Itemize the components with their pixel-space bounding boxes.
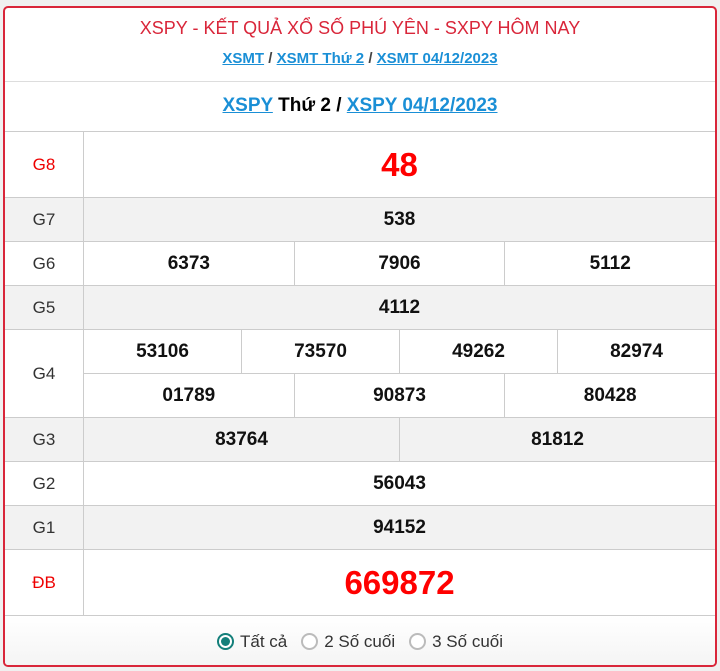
prize-number: 4112 bbox=[378, 296, 421, 318]
prize-row-g1: G1 94152 bbox=[5, 506, 715, 550]
separator: / bbox=[368, 50, 373, 67]
prize-label: G1 bbox=[5, 506, 84, 549]
prize-label: G6 bbox=[5, 242, 84, 285]
radio-icon[interactable] bbox=[409, 633, 427, 650]
prize-number: 83764 bbox=[215, 428, 268, 450]
header: XSPY - KẾT QUẢ XỔ SỐ PHÚ YÊN - SXPY HÔM … bbox=[5, 8, 715, 82]
filter-option[interactable]: Tất cả bbox=[216, 631, 288, 652]
prize-row-g3: G3 83764 81812 bbox=[5, 418, 715, 462]
prize-number: 7906 bbox=[293, 242, 505, 285]
filter-option-label: 3 Số cuối bbox=[432, 631, 504, 651]
prize-table: G8 48 G7 538 G6 6373 7906 5112 G5 4112 G4 53106 7357… bbox=[5, 132, 715, 616]
page-title: XSPY - KẾT QUẢ XỔ SỐ PHÚ YÊN - SXPY HÔM … bbox=[139, 18, 581, 38]
separator: / bbox=[268, 50, 273, 67]
breadcrumb-xsmt-date[interactable]: XSMT 04/12/2023 bbox=[376, 50, 498, 67]
prize-number: 49262 bbox=[399, 330, 557, 373]
prize-label: ĐB bbox=[5, 550, 84, 615]
filter-option[interactable]: 3 Số cuối bbox=[409, 632, 503, 652]
day-label: Thứ 2 / bbox=[272, 95, 347, 116]
prize-row-g8: G8 48 bbox=[5, 132, 715, 198]
prize-number: 82974 bbox=[557, 330, 715, 373]
prize-row-g7: G7 538 bbox=[5, 198, 715, 242]
prize-label: G4 bbox=[5, 330, 84, 417]
filter-option[interactable]: 2 Số cuối bbox=[301, 632, 395, 652]
radio-icon[interactable] bbox=[301, 633, 319, 650]
xspy-date-link[interactable]: XSPY 04/12/2023 bbox=[346, 95, 498, 116]
prize-number: 6373 bbox=[167, 252, 210, 274]
radio-icon[interactable] bbox=[216, 633, 234, 650]
prize-number: 01789 bbox=[162, 384, 216, 406]
breadcrumb: XSMT / XSMT Thứ 2 / XSMT 04/12/2023 bbox=[5, 50, 715, 67]
subheader: XSPY Thứ 2 / XSPY 04/12/2023 bbox=[5, 82, 715, 132]
filter-option-label: 2 Số cuối bbox=[324, 631, 396, 651]
xspy-link[interactable]: XSPY bbox=[222, 95, 273, 116]
prize-row-đb: ĐB 669872 bbox=[5, 550, 715, 616]
prize-number: 73570 bbox=[241, 330, 399, 373]
prize-label: G2 bbox=[5, 462, 84, 505]
prize-row-g6: G6 6373 7906 5112 bbox=[5, 242, 715, 286]
prize-number: 90873 bbox=[293, 374, 505, 417]
results-panel: XSPY - KẾT QUẢ XỔ SỐ PHÚ YÊN - SXPY HÔM … bbox=[3, 6, 717, 667]
prize-row-g4: G4 53106 73570 49262 82974 01789 90873 80428 bbox=[5, 330, 715, 418]
prize-number: 81812 bbox=[399, 418, 715, 461]
prize-row-g5: G5 4112 bbox=[5, 286, 715, 330]
prize-row-g2: G2 56043 bbox=[5, 462, 715, 506]
prize-number: 94152 bbox=[373, 516, 426, 538]
prize-number: 53106 bbox=[136, 340, 189, 362]
breadcrumb-xsmt-day[interactable]: XSMT Thứ 2 bbox=[276, 50, 365, 67]
prize-label: G7 bbox=[5, 198, 84, 241]
prize-label: G3 bbox=[5, 418, 84, 461]
prize-number: 538 bbox=[383, 208, 416, 230]
prize-number: 5112 bbox=[504, 242, 715, 285]
filter-option-label: Tất cả bbox=[239, 631, 288, 651]
prize-label: G8 bbox=[5, 132, 84, 197]
prize-number: 669872 bbox=[344, 563, 455, 601]
breadcrumb-xsmt[interactable]: XSMT bbox=[222, 50, 265, 67]
prize-number: 56043 bbox=[373, 472, 426, 494]
prize-label: G5 bbox=[5, 286, 84, 329]
digit-filter: Tất cả 2 Số cuối 3 Số cuối bbox=[5, 616, 715, 665]
prize-number: 80428 bbox=[504, 374, 715, 417]
prize-number: 48 bbox=[381, 145, 418, 183]
